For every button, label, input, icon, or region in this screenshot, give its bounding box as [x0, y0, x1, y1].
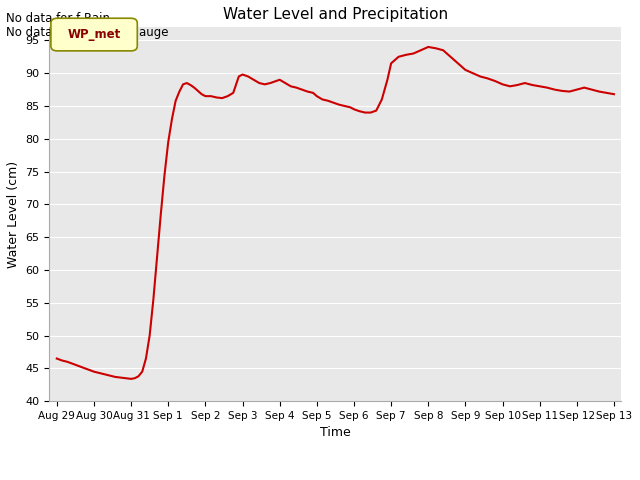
Legend: Water Pressure: Water Pressure	[266, 477, 405, 480]
Title: Water Level and Precipitation: Water Level and Precipitation	[223, 7, 448, 22]
Text: No data for f Rain: No data for f Rain	[6, 12, 111, 25]
Text: No data for WP Staff Gauge: No data for WP Staff Gauge	[6, 26, 169, 39]
Y-axis label: Water Level (cm): Water Level (cm)	[7, 161, 20, 268]
X-axis label: Time: Time	[320, 426, 351, 440]
Text: WP_met: WP_met	[67, 28, 121, 41]
